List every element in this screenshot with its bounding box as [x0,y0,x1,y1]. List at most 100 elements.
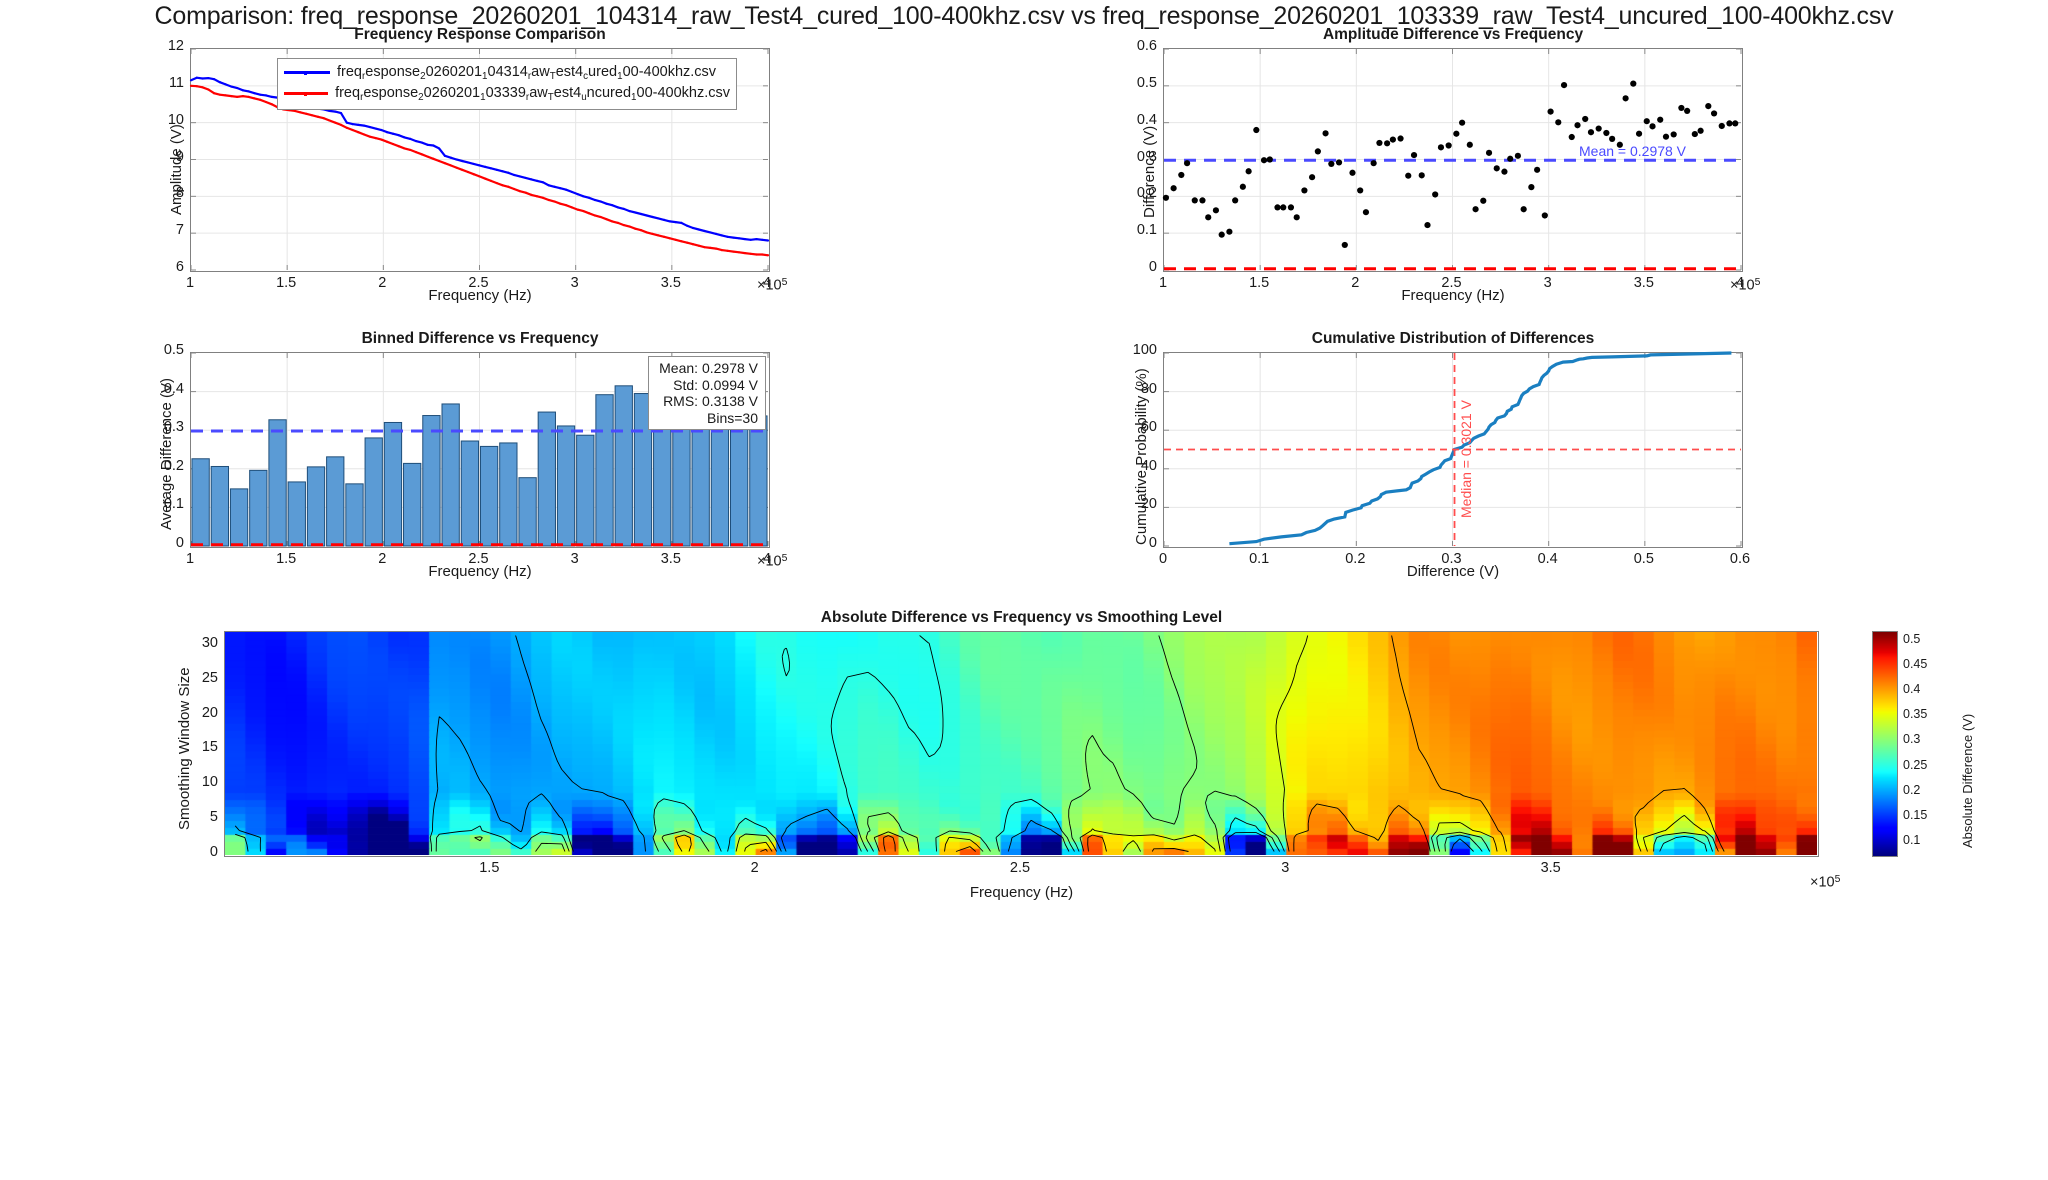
ax2-x-exponent: ×105 [1730,277,1761,294]
legend-entry: freqresponse20260201103339rawTest4uncure… [284,83,730,104]
y-tick-label: 0.3 [1136,148,1157,165]
y-tick-label: 0.4 [1136,111,1157,128]
x-tick-label: 3.5 [660,275,681,291]
ax1-ylabel: Amplitude (V) [168,124,185,215]
x-tick-label: 0.3 [1441,551,1462,567]
x-tick-label: 4 [1735,275,1745,291]
x-tick-label: 0 [1158,551,1168,567]
y-tick-label: 0.6 [1136,38,1157,54]
x-tick-label: 1 [1158,275,1168,291]
y-tick-label: 5 [209,809,218,826]
y-tick-label: 12 [167,38,184,54]
x-tick-label: 3 [1281,860,1290,876]
x-tick-label: 0.1 [1249,551,1270,567]
figure-suptitle: Comparison: freq_response_20260201_10431… [154,2,1894,30]
ax3-ylabel: Average Difference (V) [158,377,175,530]
colorbar-tick-label: 0.1 [1903,832,1921,847]
y-tick-label: 6 [175,259,184,275]
ax5-title: Absolute Difference vs Frequency vs Smoo… [820,609,1223,626]
y-tick-label: 0.3 [163,419,184,436]
legend-line-swatch [284,92,329,96]
statistics-box: Mean: 0.2978 V Std: 0.0994 V RMS: 0.3138 V… [648,356,766,430]
ax2-xlabel: Frequency (Hz) [1401,287,1505,304]
y-tick-label: 0.2 [1136,185,1157,202]
legend-entry: freqresponse20260201104314rawTest4cured1… [284,62,730,83]
colorbar-gradient [1873,632,1897,856]
ax3-xlabel: Frequency (Hz) [428,563,532,580]
ax5-x-exponent: ×105 [1810,874,1841,891]
stat-mean: Mean: 0.2978 V [659,360,758,376]
y-tick-label: 0.5 [1136,74,1157,91]
axes-binned-difference: Binned Difference vs Frequency Mean: 0.2… [190,330,770,548]
ax4-title: Cumulative Distribution of Differences [1311,330,1595,347]
x-tick-label: 1.5 [479,860,500,876]
x-tick-label: 3 [570,275,579,291]
y-tick-label: 80 [1140,380,1157,397]
x-tick-label: 2 [750,860,759,876]
ax3-x-exponent: ×105 [757,553,788,570]
x-tick-label: 3 [1543,275,1552,291]
y-tick-label: 100 [1132,342,1157,358]
x-tick-label: 2.5 [468,551,489,567]
y-tick-label: 9 [175,148,184,165]
colorbar-tick-label: 0.35 [1903,707,1928,722]
y-tick-label: 0.4 [163,380,184,397]
stat-std: Std: 0.0994 V [673,376,758,393]
x-tick-label: 2 [378,275,387,291]
y-tick-label: 40 [1140,457,1157,474]
x-tick-label: 1 [185,275,195,291]
y-tick-label: 20 [201,704,218,721]
axes-cumulative-distribution: Cumulative Distribution of Differences M… [1163,330,1743,548]
colorbar-tick-label: 0.15 [1903,807,1928,822]
x-tick-label: 1.5 [276,275,297,291]
x-tick-label: 0.6 [1729,551,1751,567]
stat-rms: RMS: 0.3138 V [663,393,758,409]
colorbar-tick-label: 0.3 [1903,732,1921,747]
x-tick-label: 3.5 [1540,860,1561,876]
legend-label: freqresponse20260201103339rawTest4uncure… [335,84,730,103]
ax5-ylabel: Smoothing Window Size [176,667,193,830]
ax1-xlabel: Frequency (Hz) [428,287,532,304]
colorbar-tick-label: 0.25 [1903,757,1928,772]
ax2-title: Amplitude Difference vs Frequency [1322,26,1584,43]
y-tick-label: 10 [201,774,218,791]
colorbar-tick-label: 0.5 [1903,632,1921,647]
y-tick-label: 11 [168,74,184,91]
colorbar-label: Absolute Difference (V) [1960,713,1975,848]
x-tick-label: 2.5 [468,275,489,291]
x-tick-label: 2 [1351,275,1360,291]
y-tick-label: 0 [1148,259,1157,275]
y-tick-label: 0 [209,844,218,860]
y-tick-label: 25 [201,669,218,686]
x-tick-label: 4 [762,551,772,567]
x-tick-label: 4 [762,275,772,291]
y-tick-label: 0.5 [163,342,184,358]
y-tick-label: 0 [175,535,184,551]
colorbar-tick-label: 0.45 [1903,657,1928,672]
y-tick-label: 10 [167,111,184,128]
y-tick-label: 0.2 [163,457,184,474]
y-tick-label: 8 [175,185,184,202]
ax5-xlabel: Frequency (Hz) [969,884,1074,901]
ax1-title: Frequency Response Comparison [354,26,606,43]
legend-frequency-response: freqresponse20260201104314rawTest4cured1… [277,58,737,110]
ax3-title: Binned Difference vs Frequency [361,330,599,347]
ax1-x-exponent: ×105 [757,277,788,294]
x-tick-label: 2.5 [1441,275,1462,291]
axes-frequency-response: Frequency Response Comparison freqrespon… [189,26,770,272]
y-tick-label: 0.1 [1136,222,1157,239]
ax4-median-annotation: Median = 0.3021 V [1457,400,1474,518]
x-tick-label: 1 [185,551,195,567]
x-tick-label: 1.5 [276,551,297,567]
x-tick-label: 3.5 [1633,275,1654,291]
ax2-mean-annotation: Mean = 0.2978 V [1579,143,1687,159]
legend-line-swatch [284,71,330,75]
y-tick-label: 0 [1148,535,1157,551]
x-tick-label: 2 [378,551,387,567]
x-tick-label: 2.5 [1009,860,1031,876]
colorbar-tick-label: 0.4 [1903,682,1921,697]
heatmap-colorbar [1872,631,1898,857]
y-tick-label: 15 [201,739,218,756]
x-tick-label: 0.5 [1633,551,1654,567]
y-tick-label: 7 [175,222,184,239]
